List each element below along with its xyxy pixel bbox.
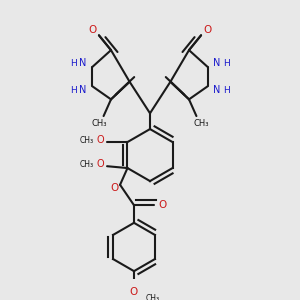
Text: CH₃: CH₃ <box>80 160 94 169</box>
Text: O: O <box>130 287 138 298</box>
Text: O: O <box>88 25 97 35</box>
Text: CH₃: CH₃ <box>80 136 94 145</box>
Text: N: N <box>213 58 220 68</box>
Text: CH₃: CH₃ <box>145 295 159 300</box>
Text: H: H <box>70 85 77 94</box>
Text: O: O <box>110 183 118 193</box>
Text: H: H <box>223 85 230 94</box>
Text: H: H <box>70 58 77 68</box>
Text: CH₃: CH₃ <box>91 119 107 128</box>
Text: N: N <box>80 58 87 68</box>
Text: N: N <box>213 85 220 95</box>
Text: H: H <box>223 58 230 68</box>
Text: O: O <box>203 25 212 35</box>
Text: CH₃: CH₃ <box>193 119 209 128</box>
Text: O: O <box>97 135 104 145</box>
Text: O: O <box>159 200 167 210</box>
Text: N: N <box>80 85 87 95</box>
Text: O: O <box>97 159 104 170</box>
